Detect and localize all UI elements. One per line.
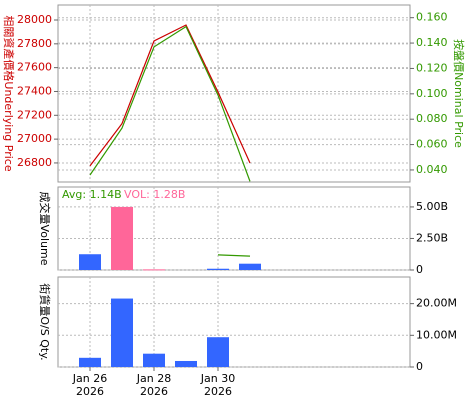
tick-label: 0 <box>416 263 423 276</box>
tick-label: 0.100 <box>416 87 448 100</box>
bar <box>207 337 229 367</box>
bar <box>239 263 261 270</box>
tick-label: 0.080 <box>416 112 448 125</box>
y-label: 街貨量O/S Qty. <box>38 283 52 360</box>
tick-label: 0.120 <box>416 61 448 74</box>
tick-label: 5.00B <box>416 200 448 213</box>
bar <box>207 268 229 270</box>
tick-label: 2.50B <box>416 231 448 244</box>
tick-label: 27800 <box>17 37 52 50</box>
avg-line <box>217 254 251 257</box>
x-tick-year: 2026 <box>140 385 168 398</box>
tick-label: 0 <box>416 360 423 373</box>
tick-label: 27000 <box>17 132 52 145</box>
tick-label: 10.00M <box>416 328 457 341</box>
x-tick-year: 2026 <box>76 385 104 398</box>
x-tick-label: Jan 26 <box>72 372 107 385</box>
annotation: Avg: 1.14B <box>62 188 122 201</box>
line-series <box>89 24 251 167</box>
y-label: 相關資產價格Underlying Price <box>2 15 16 171</box>
panel <box>57 276 411 368</box>
tick-label: 28000 <box>17 13 52 26</box>
x-tick-year: 2026 <box>204 385 232 398</box>
bar <box>79 357 101 367</box>
tick-label: 0.160 <box>416 11 448 24</box>
bar <box>175 360 197 367</box>
bar <box>79 254 101 270</box>
bar <box>111 206 133 270</box>
tick-label: 0.140 <box>416 36 448 49</box>
bar <box>143 269 165 271</box>
y-label: 成交量Volume <box>38 192 52 266</box>
tick-label: 26800 <box>17 156 52 169</box>
x-tick-label: Jan 30 <box>200 372 235 385</box>
tick-label: 27600 <box>17 61 52 74</box>
bar <box>111 298 133 367</box>
tick-label: 0.040 <box>416 163 448 176</box>
tick-label: 0.060 <box>416 138 448 151</box>
annotation: VOL: 1.28B <box>124 188 185 201</box>
y2-label: 按盤價Nominal Price <box>452 39 466 148</box>
tick-label: 27400 <box>17 84 52 97</box>
bar <box>143 353 165 367</box>
x-tick-label: Jan 28 <box>136 372 171 385</box>
tick-label: 27200 <box>17 108 52 121</box>
tick-label: 20.00M <box>416 297 457 310</box>
line-series <box>89 25 251 182</box>
